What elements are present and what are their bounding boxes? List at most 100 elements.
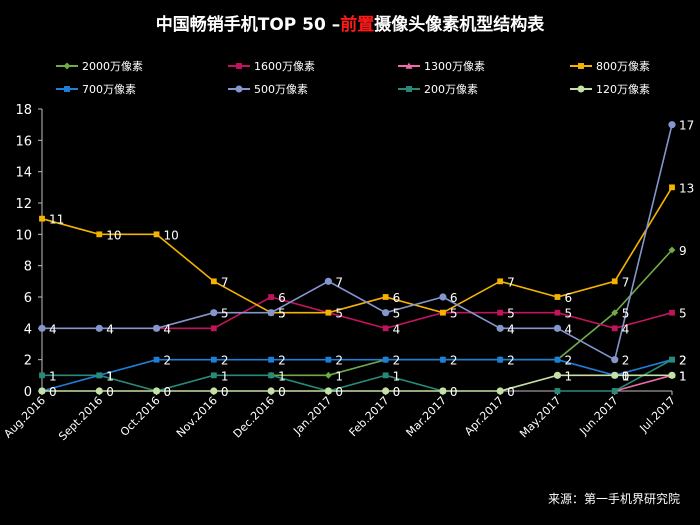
data-point (611, 325, 618, 332)
data-label: 2 (622, 354, 630, 368)
legend-item: 200万像素 (398, 83, 478, 96)
data-point (553, 324, 562, 332)
chart-legend: 2000万像素 1600万像素 1300万像素 800万像素 700万像素 500万像素 2… (56, 60, 650, 96)
x-tick-label: Mar.2017 (404, 394, 449, 439)
data-label: 7 (221, 275, 229, 289)
x-tick-label: Jun.2017 (577, 394, 621, 438)
data-point (210, 309, 218, 317)
data-label: 7 (622, 275, 630, 289)
legend-label: 2000万像素 (82, 60, 143, 73)
data-label: 0 (335, 385, 343, 399)
data-label: 1 (278, 369, 286, 383)
data-label: 4 (164, 322, 172, 336)
data-label: 1 (49, 369, 57, 383)
data-label: 2 (393, 354, 401, 368)
data-point (669, 356, 675, 363)
y-tick-label: 18 (15, 103, 32, 118)
data-label: 10 (106, 228, 121, 242)
data-point (210, 387, 218, 395)
data-point (440, 356, 446, 363)
data-label: 1 (679, 369, 687, 383)
data-label: 2 (278, 354, 286, 368)
series-5 (38, 121, 676, 364)
data-label: 2 (221, 354, 229, 368)
data-label: 4 (622, 322, 630, 336)
data-label: 1 (622, 369, 630, 383)
data-label: 0 (393, 385, 401, 399)
data-point (668, 246, 676, 254)
data-label: 10 (164, 228, 179, 242)
x-tick-label: Jul.2017 (637, 394, 679, 436)
data-label: 1 (679, 369, 687, 383)
legend-item: 2000万像素 (56, 60, 143, 73)
data-label: 7 (507, 275, 515, 289)
data-point (669, 309, 675, 316)
data-label: 0 (221, 385, 229, 399)
data-point (554, 309, 561, 316)
legend-label: 700万像素 (82, 83, 136, 96)
data-label: 5 (221, 307, 229, 321)
data-point (38, 324, 46, 332)
x-tick-label: Apr.2017 (462, 394, 506, 438)
data-label: 6 (450, 291, 458, 305)
data-label: 0 (49, 385, 57, 399)
data-label: 2 (507, 354, 515, 368)
data-point (153, 231, 160, 238)
legend-label: 1600万像素 (254, 60, 315, 73)
data-point (95, 387, 103, 395)
data-point (382, 294, 389, 300)
series-line (41, 358, 673, 392)
data-point (439, 387, 447, 395)
data-point (553, 371, 562, 379)
data-point (268, 356, 274, 363)
data-label: 0 (278, 385, 286, 399)
chart-title-part: 中国畅销手机TOP 50 – (156, 14, 341, 35)
data-label: 2 (679, 354, 687, 368)
data-point (152, 324, 161, 332)
data-label: 1 (221, 369, 229, 383)
chart-title-part: 摄像头像素机型结构表 (374, 14, 545, 35)
data-label: 4 (507, 322, 515, 336)
data-label: 0 (106, 385, 114, 399)
data-point (153, 356, 160, 363)
legend-swatch-marker (406, 86, 412, 92)
data-point (611, 371, 619, 379)
data-label: 11 (49, 213, 64, 227)
x-tick-label: Aug.2016 (1, 394, 48, 441)
legend-label: 1300万像素 (424, 60, 485, 73)
data-point (96, 231, 103, 238)
legend-item: 120万像素 (570, 83, 650, 96)
data-label: 5 (450, 307, 458, 321)
data-point (611, 309, 619, 317)
data-label: 0 (507, 385, 515, 399)
data-label: 1 (106, 369, 114, 383)
data-label: 0 (622, 369, 630, 383)
data-label: 4 (393, 322, 401, 336)
x-tick-label: Jan.2017 (290, 394, 334, 438)
series-line (42, 374, 444, 392)
data-point (382, 309, 390, 317)
data-point (210, 372, 217, 379)
data-label: 4 (49, 322, 57, 336)
data-point (324, 387, 332, 395)
series-line (614, 374, 673, 392)
data-point (496, 387, 504, 395)
y-tick-label: 8 (24, 260, 32, 275)
data-point (382, 387, 390, 395)
data-point (611, 356, 619, 364)
data-label: 2 (679, 354, 687, 368)
legend-item: 1300万像素 (398, 60, 485, 73)
data-point (210, 356, 217, 363)
data-point (268, 294, 274, 300)
data-point (554, 388, 561, 394)
data-label: 2 (164, 354, 172, 368)
data-point (611, 388, 618, 394)
x-tick-label: Oct.2016 (118, 394, 163, 439)
data-point (39, 215, 45, 222)
legend-label: 200万像素 (424, 83, 478, 96)
x-tick-label: May.2017 (517, 394, 563, 440)
series-7 (38, 371, 676, 395)
chart-title: 中国畅销手机TOP 50 –前置摄像头像素机型结构表 (156, 14, 546, 35)
x-tick-label: Sept.2016 (56, 394, 105, 443)
